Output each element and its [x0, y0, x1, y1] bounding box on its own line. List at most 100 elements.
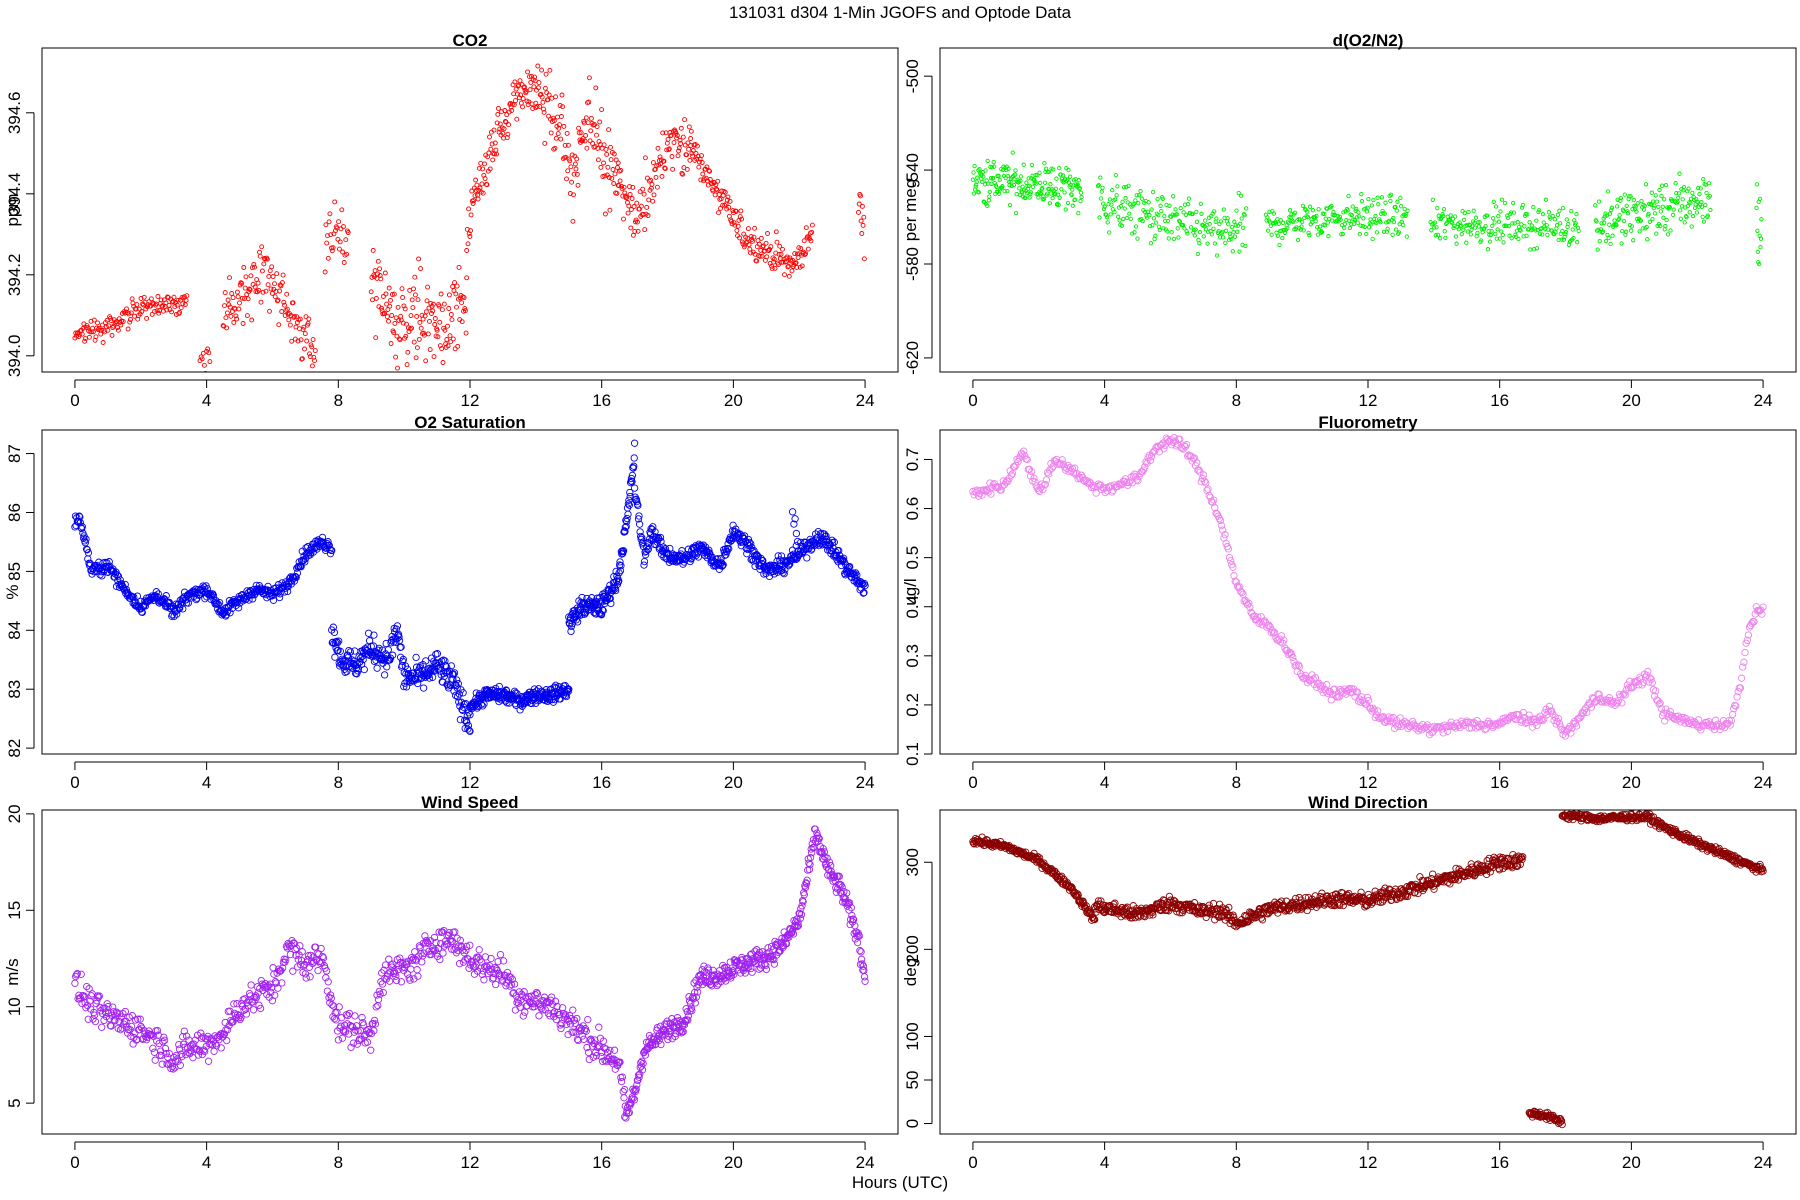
data-point [82, 545, 91, 553]
data-point [1022, 455, 1030, 463]
data-point [1133, 224, 1139, 229]
data-point [104, 1002, 112, 1011]
data-point [1482, 725, 1490, 733]
x-tick-label: 24 [856, 773, 875, 792]
data-point [1041, 197, 1047, 202]
data-point [345, 230, 351, 235]
data-point [1102, 204, 1107, 209]
data-point [418, 325, 424, 331]
data-point [1280, 636, 1288, 644]
data-point [475, 196, 481, 202]
data-point [859, 203, 865, 209]
data-point [649, 523, 657, 531]
data-point [769, 263, 775, 269]
data-point [326, 219, 332, 225]
data-point [184, 293, 190, 299]
data-point [1225, 216, 1230, 221]
data-point [1476, 224, 1482, 229]
data-point [1000, 184, 1005, 189]
y-tick-label: 87 [5, 444, 24, 463]
data-point [1382, 211, 1387, 216]
data-point [1096, 182, 1101, 188]
data-point [525, 69, 531, 75]
data-point [272, 979, 280, 987]
data-point [1759, 603, 1767, 611]
data-point [856, 201, 862, 207]
data-point [624, 500, 633, 508]
data-point [237, 300, 242, 306]
data-point [571, 192, 576, 198]
data-point [510, 687, 519, 695]
plot-frame-o2n2 [939, 47, 1797, 373]
data-point [1644, 667, 1652, 676]
data-point [319, 952, 327, 961]
data-point [677, 137, 683, 143]
data-point [1134, 193, 1139, 198]
data-point [1596, 199, 1602, 204]
data-point [1405, 208, 1410, 213]
data-point [431, 354, 437, 360]
data-point [279, 309, 285, 314]
data-point [1629, 224, 1635, 229]
data-point [516, 706, 524, 714]
data-point [1311, 674, 1320, 682]
data-point [155, 1039, 163, 1048]
data-point [718, 562, 726, 570]
data-point [594, 124, 600, 130]
data-point [430, 933, 439, 942]
data-point [82, 1004, 90, 1012]
data-point [252, 284, 258, 290]
data-point [986, 479, 994, 487]
data-point [1576, 228, 1581, 234]
data-point [1395, 199, 1400, 204]
data-point [1715, 722, 1723, 730]
data-point [1535, 717, 1543, 725]
data-point [1341, 210, 1346, 215]
data-point [1652, 211, 1658, 216]
data-point [568, 164, 574, 170]
data-point [1119, 223, 1125, 228]
data-point [455, 343, 461, 349]
data-point [397, 978, 406, 986]
data-point [1239, 590, 1247, 598]
data-point [1184, 229, 1189, 234]
data-point [1245, 599, 1253, 607]
data-point [778, 251, 784, 257]
data-point [263, 288, 269, 294]
data-point [1736, 684, 1745, 692]
data-point [1277, 632, 1286, 640]
data-point [1694, 716, 1703, 724]
data-point [1656, 699, 1664, 707]
data-point [318, 533, 327, 542]
data-point [1743, 636, 1751, 644]
y-tick-label: 394.4 [5, 173, 24, 216]
data-point [595, 1023, 603, 1031]
data-point [618, 167, 624, 173]
data-point [1314, 680, 1322, 688]
data-point [1618, 699, 1626, 707]
data-point [225, 297, 231, 303]
data-point [214, 600, 222, 608]
data-point [367, 1046, 375, 1054]
data-point [1369, 203, 1375, 208]
data-point [1325, 220, 1330, 225]
data-point [1570, 227, 1575, 232]
data-point [629, 196, 635, 201]
data-point [268, 286, 274, 292]
data-point [261, 261, 267, 267]
data-point [1616, 217, 1621, 223]
data-point [973, 184, 978, 189]
data-point [1652, 203, 1657, 208]
data-point [1677, 208, 1683, 213]
data-point [1243, 243, 1248, 249]
data-point [251, 261, 257, 267]
data-point [215, 598, 224, 607]
data-point [1271, 629, 1279, 637]
data-point [161, 1044, 170, 1053]
data-point [453, 676, 461, 684]
data-point [1647, 675, 1655, 683]
data-point [750, 238, 755, 244]
data-point [1062, 190, 1067, 195]
